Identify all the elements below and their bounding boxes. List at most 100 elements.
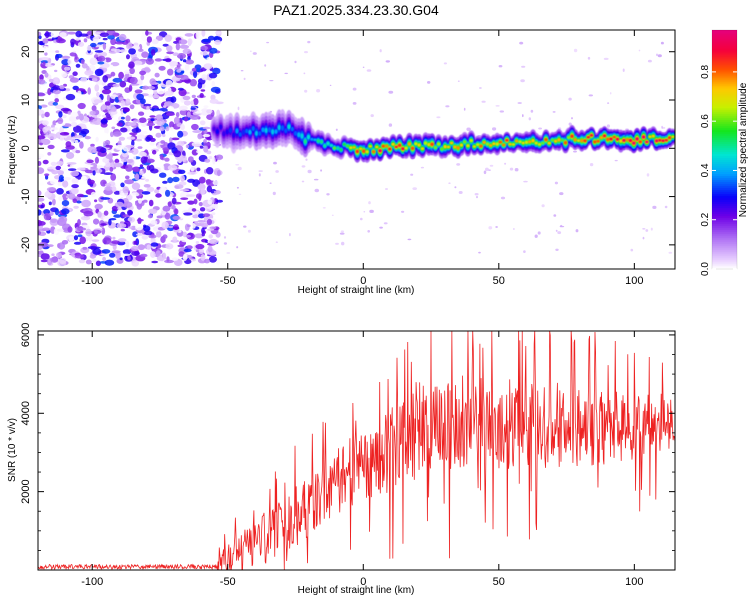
noise-blob: [52, 85, 61, 91]
colorbar-cell: [712, 245, 737, 248]
noise-speck: [366, 69, 372, 72]
noise-blob: [133, 60, 143, 66]
noise-blob: [97, 51, 108, 57]
ridge-blob: [664, 138, 668, 142]
noise-blob: [187, 178, 196, 183]
noise-blob: [77, 102, 86, 110]
noise-blob: [162, 147, 170, 152]
noise-blob: [118, 71, 124, 79]
noise-blob: [110, 62, 120, 67]
colorbar-cell: [712, 121, 737, 125]
noise-blob: [201, 227, 205, 234]
ridge-blob: [345, 144, 350, 148]
ridge-blob: [658, 138, 662, 142]
noise-blob: [43, 209, 50, 215]
noise-blob: [189, 79, 197, 87]
noise-blob: [104, 101, 111, 106]
noise-blob: [42, 61, 46, 67]
noise-blob: [48, 201, 52, 206]
noise-speck: [555, 248, 559, 251]
noise-blob: [44, 72, 49, 78]
noise-blob: [161, 221, 169, 230]
noise-blob: [180, 124, 185, 131]
noise-blob: [163, 96, 167, 100]
noise-blob: [209, 238, 218, 245]
spectrogram-ylabel: Frequency (Hz): [7, 116, 18, 185]
noise-blob: [130, 245, 139, 252]
colorbar-cell: [712, 95, 737, 99]
noise-blob: [62, 193, 69, 201]
x-tick-label: 0: [360, 275, 366, 287]
noise-blob: [41, 113, 45, 119]
colorbar-cell: [712, 229, 737, 232]
colorbar-cell: [712, 151, 737, 155]
noise-blob: [41, 227, 51, 232]
ridge-blob: [596, 139, 600, 143]
noise-blob: [204, 158, 211, 163]
noise-speck: [240, 70, 244, 72]
noise-blob: [208, 256, 217, 263]
colorbar-cell: [712, 223, 737, 226]
colorbar-cell: [712, 263, 737, 266]
noise-speck: [237, 166, 242, 171]
noise-blob: [95, 260, 101, 267]
noise-speck: [316, 89, 321, 93]
noise-blob: [151, 260, 159, 264]
noise-blob: [106, 94, 111, 102]
noise-blob: [84, 169, 94, 174]
ridge-blob: [570, 134, 574, 138]
ridge-blob: [508, 143, 512, 146]
colorbar-cell: [712, 67, 737, 71]
colorbar-cell: [712, 35, 737, 39]
noise-blob: [172, 226, 180, 230]
noise-blob: [73, 241, 82, 245]
ridge-blob: [306, 134, 311, 140]
noise-blob: [130, 192, 140, 197]
ridge-blob: [365, 150, 369, 154]
colorbar-cell: [712, 63, 737, 67]
noise-blob: [77, 234, 83, 238]
noise-blob: [207, 245, 213, 253]
noise-blob: [61, 200, 70, 207]
noise-speck: [606, 124, 611, 128]
ridge-blob: [580, 139, 584, 143]
noise-blob: [98, 132, 109, 137]
noise-blob: [118, 33, 127, 42]
noise-blob: [160, 164, 165, 172]
noise-speck: [522, 114, 524, 118]
noise-blob: [100, 197, 111, 200]
noise-blob: [188, 206, 195, 214]
colorbar-cell: [712, 179, 737, 182]
colorbar-cell: [712, 115, 737, 119]
noise-blob: [111, 194, 120, 200]
noise-blob: [138, 117, 147, 123]
colorbar-cell: [712, 73, 737, 77]
noise-speck: [272, 191, 276, 196]
noise-blob: [101, 82, 106, 86]
colorbar-cell: [712, 55, 737, 59]
noise-blob: [128, 226, 133, 229]
noise-blob: [69, 164, 74, 168]
noise-blob: [175, 112, 180, 118]
noise-blob: [45, 46, 52, 52]
noise-blob: [155, 132, 162, 138]
noise-blob: [214, 31, 222, 35]
ridge-blob: [606, 137, 610, 142]
noise-speck: [223, 236, 227, 239]
snr-ylabel: SNR (10 * v/v): [7, 418, 18, 482]
noise-speck: [656, 53, 658, 57]
ridge-blob: [638, 140, 642, 144]
colorbar-cell: [712, 89, 737, 93]
noise-blob: [102, 75, 108, 83]
ridge-blob: [635, 137, 639, 141]
noise-blob: [162, 234, 168, 239]
noise-blob: [187, 224, 191, 228]
noise-blob: [196, 167, 201, 172]
colorbar-cell: [712, 249, 737, 252]
noise-blob: [193, 98, 199, 106]
noise-blob: [150, 242, 159, 247]
ridge-blob: [391, 142, 395, 146]
noise-blob: [84, 70, 94, 76]
colorbar-cell: [712, 133, 737, 137]
noise-blob: [80, 128, 90, 135]
